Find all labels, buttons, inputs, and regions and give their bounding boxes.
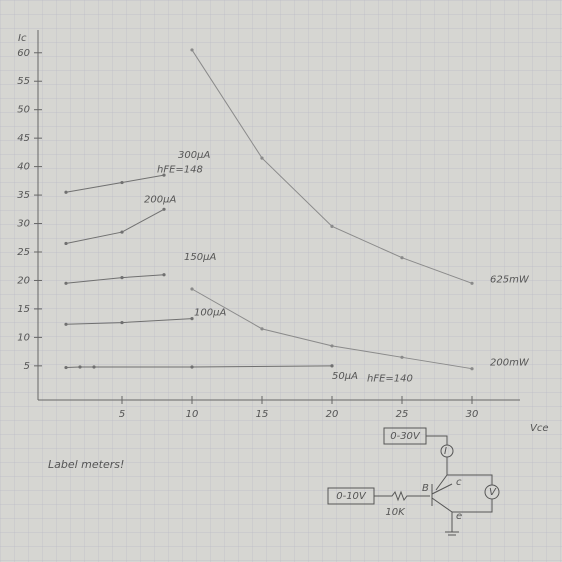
series-label: 150µA	[184, 252, 216, 263]
point	[120, 276, 124, 280]
point	[190, 287, 194, 291]
point	[120, 180, 124, 185]
point	[470, 281, 474, 285]
point	[120, 320, 124, 325]
point	[162, 207, 166, 211]
point	[190, 48, 194, 52]
circuit-label: 0-10V	[336, 491, 367, 502]
point	[470, 367, 474, 371]
point	[260, 156, 264, 160]
point	[120, 230, 124, 234]
point	[64, 281, 68, 285]
y-axis-label: Ic	[18, 33, 27, 44]
series-label: 625mW	[490, 274, 530, 285]
point	[260, 327, 264, 331]
circuit-label: I	[444, 446, 447, 457]
circuit-label: V	[489, 487, 497, 498]
point	[330, 364, 334, 368]
x-tick-label: 15	[256, 409, 269, 420]
circuit-label: c	[456, 477, 462, 488]
y-tick-label: 55	[17, 76, 30, 87]
x-tick-label: 30	[466, 409, 479, 420]
circuit	[327, 427, 500, 536]
point	[330, 224, 334, 228]
point	[190, 317, 194, 321]
y-tick-label: 25	[17, 247, 30, 258]
series-label: 100µA	[194, 308, 226, 319]
circuit-label: 0-30V	[390, 431, 421, 442]
circuit-label: e	[456, 511, 462, 522]
annotation: hFE=148	[157, 164, 203, 175]
point	[190, 365, 194, 369]
x-tick-label: 10	[186, 409, 199, 420]
y-tick-label: 5	[24, 361, 30, 372]
y-tick-label: 50	[17, 105, 30, 116]
point	[64, 241, 68, 246]
y-tick-label: 30	[17, 219, 30, 230]
y-tick-label: 45	[17, 133, 30, 144]
y-tick-label: 35	[17, 190, 30, 201]
point	[330, 344, 334, 348]
point	[64, 365, 68, 370]
y-tick-label: 15	[17, 304, 30, 315]
point	[78, 365, 82, 369]
y-tick-label: 10	[17, 332, 30, 343]
point	[162, 273, 166, 277]
series-label: 50µA	[332, 371, 358, 382]
x-axis-label: Vce	[530, 423, 549, 434]
point	[400, 355, 404, 359]
point	[400, 256, 404, 260]
point	[64, 190, 68, 194]
y-tick-label: 40	[17, 162, 30, 173]
note: Label meters!	[48, 458, 124, 471]
circuit-label: 10K	[385, 507, 406, 518]
annotation: hFE=140	[367, 374, 413, 385]
point	[64, 322, 68, 326]
point	[162, 173, 166, 177]
y-tick-label: 20	[17, 275, 30, 286]
x-tick-label: 5	[119, 409, 125, 420]
circuit-label: B	[422, 483, 429, 494]
x-tick-label: 20	[326, 409, 339, 420]
series-label: 300µA	[178, 150, 210, 161]
x-tick-label: 25	[396, 409, 409, 420]
y-tick-label: 60	[17, 48, 30, 59]
series-label: 200µA	[144, 194, 176, 205]
series-label: 200mW	[490, 358, 530, 369]
point	[92, 365, 96, 369]
